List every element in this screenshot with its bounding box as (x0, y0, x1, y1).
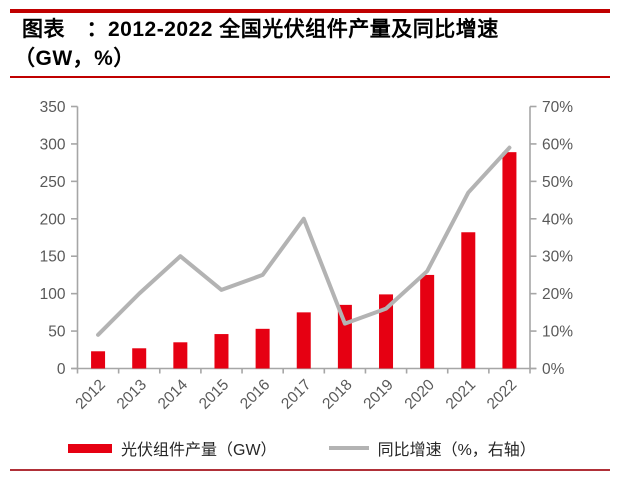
left-axis-tick-label: 200 (40, 211, 66, 228)
bar-series-swatch (68, 443, 112, 453)
x-axis-label-2018: 2018 (319, 376, 355, 412)
figure-caption-line1: 图表 ：2012-2022 全国光伏组件产量及同比增速 (22, 18, 499, 41)
figure-caption-line2: （GW，%） (14, 47, 135, 70)
left-axis-tick-label: 150 (40, 249, 66, 266)
bar-2022 (502, 152, 517, 369)
caption-divider-rule (10, 76, 610, 78)
right-axis-tick-label: 30% (542, 249, 573, 266)
bar-2017 (296, 312, 311, 369)
left-axis-tick-label: 250 (40, 174, 66, 191)
right-axis-tick-label: 70% (542, 99, 573, 116)
right-axis-tick-label: 0% (542, 361, 565, 378)
x-axis-label-2021: 2021 (443, 376, 479, 412)
bar-2019 (379, 294, 394, 369)
bar-2015 (214, 334, 229, 369)
legend-item-production: 光伏组件产量（GW） (68, 436, 277, 460)
legend-item-growth: 同比增速（%，右轴） (328, 436, 536, 460)
right-axis-tick-label: 10% (542, 324, 573, 341)
x-axis-label-2012: 2012 (72, 376, 108, 412)
bottom-red-rule (10, 469, 610, 471)
left-axis-tick-label: 100 (40, 286, 66, 303)
x-axis-label-2013: 2013 (114, 376, 150, 412)
legend-label-production: 光伏组件产量（GW） (121, 442, 277, 459)
right-axis-tick-label: 40% (542, 211, 573, 228)
x-axis-label-2019: 2019 (360, 376, 396, 412)
legend-label-growth: 同比增速（%，右轴） (377, 442, 536, 459)
x-axis-label-2015: 2015 (196, 376, 232, 412)
bar-2016 (255, 328, 270, 369)
x-axis-label-2014: 2014 (155, 376, 192, 413)
bar-2020 (420, 274, 435, 369)
chart-legend: 光伏组件产量（GW） 同比增速（%，右轴） (68, 437, 536, 459)
bar-2013 (132, 348, 147, 369)
bar-2012 (91, 351, 106, 369)
left-axis-tick-label: 300 (40, 136, 66, 153)
left-axis-tick-label: 0 (57, 361, 66, 378)
combo-chart: 0 50 100 150 200 250 300 350 0% 10% 20% 30% 40% 50% 60… (40, 99, 574, 413)
growth-rate-line (96, 145, 512, 337)
bar-2021 (461, 232, 476, 369)
right-axis-tick-label: 50% (542, 174, 573, 191)
x-axis-label-2022: 2022 (484, 376, 520, 412)
left-axis-tick-label: 50 (48, 324, 66, 341)
bar-2014 (173, 342, 188, 369)
right-axis-tick-label: 60% (542, 136, 573, 153)
figure-caption: 图表 ：2012-2022 全国光伏组件产量及同比增速 （GW，%） (14, 15, 610, 73)
line-series-swatch (328, 446, 369, 450)
right-axis-tick-label: 20% (542, 286, 573, 303)
left-axis-tick-label: 350 (40, 99, 66, 116)
x-axis-label-2017: 2017 (278, 376, 314, 412)
top-red-rule (10, 9, 610, 13)
x-axis-label-2016: 2016 (237, 376, 273, 412)
x-axis-label-2020: 2020 (402, 376, 439, 413)
